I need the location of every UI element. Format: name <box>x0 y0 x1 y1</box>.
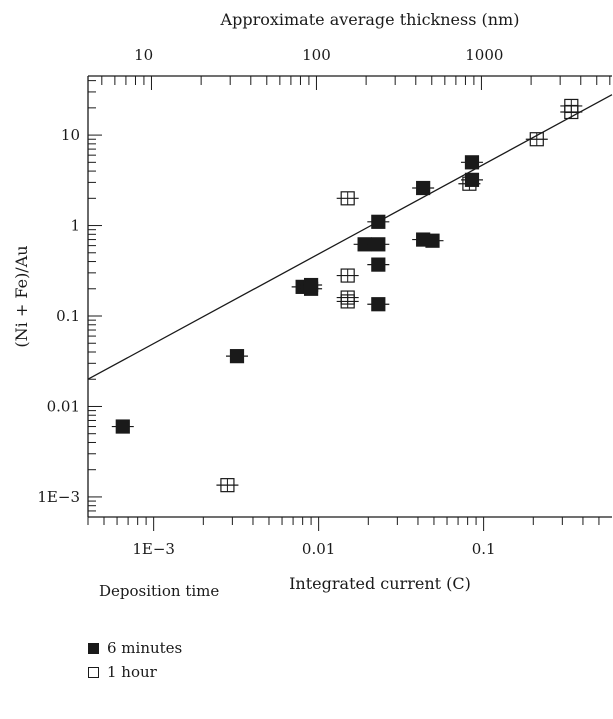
open-square-marker-icon <box>88 666 99 678</box>
data-point-1-hour <box>216 478 239 493</box>
legend: 6 minutes 1 hour <box>88 636 182 684</box>
data-point-6-minutes <box>367 257 390 272</box>
legend-label-1-hour: 1 hour <box>107 663 157 681</box>
filled-square-marker <box>464 172 480 187</box>
filled-square-marker <box>371 214 386 229</box>
data-point-6-minutes <box>460 172 483 187</box>
fit-line <box>87 94 613 380</box>
x-tick-label: 0.1 <box>472 540 496 558</box>
y-axis-title: (Ni + Fe)/Au <box>12 245 31 347</box>
filled-square-marker <box>416 180 431 196</box>
legend-item-6-minutes: 6 minutes <box>88 636 182 660</box>
filled-square-marker-icon <box>88 642 99 654</box>
filled-square-marker <box>425 233 440 248</box>
y-tick-label: 1E−3 <box>37 488 80 506</box>
data-point-6-minutes <box>225 349 248 364</box>
x-tick-label: 1E−3 <box>132 540 175 558</box>
filled-square-marker <box>371 237 386 252</box>
top-tick-label: 100 <box>302 46 331 64</box>
legend-item-1-hour: 1 hour <box>88 660 182 684</box>
y-tick-label: 0.1 <box>56 307 80 325</box>
data-point-1-hour <box>336 191 359 206</box>
legend-label-6-minutes: 6 minutes <box>107 639 183 657</box>
filled-square-marker <box>464 155 480 170</box>
y-tick-label: 0.01 <box>47 397 80 415</box>
data-point-6-minutes <box>300 281 323 296</box>
data-point-6-minutes <box>367 297 390 312</box>
data-point-1-hour <box>560 104 583 120</box>
data-point-6-minutes <box>421 233 444 248</box>
top-tick-label: 1000 <box>465 46 503 64</box>
top-tick-label: 10 <box>134 46 153 64</box>
top-axis-title: Approximate average thickness (nm) <box>220 10 520 29</box>
data-point-1-hour <box>458 176 481 191</box>
data-point-6-minutes <box>367 237 390 252</box>
filled-square-marker <box>303 281 319 296</box>
y-tick-label: 1 <box>70 217 80 235</box>
x-tick-label: 0.01 <box>302 540 335 558</box>
filled-square-marker <box>371 257 386 272</box>
data-point-1-hour <box>336 294 359 309</box>
y-tick-label: 10 <box>61 126 80 144</box>
x-axis-title: Integrated current (C) <box>289 574 471 593</box>
data-point-6-minutes <box>367 214 390 229</box>
filled-square-marker <box>371 297 386 312</box>
filled-square-marker <box>229 349 245 364</box>
data-point-6-minutes <box>460 155 483 170</box>
filled-square-marker <box>115 419 130 434</box>
data-point-1-hour <box>336 268 359 283</box>
legend-title: Deposition time <box>99 582 220 600</box>
data-point-1-hour <box>525 132 548 147</box>
data-point-6-minutes <box>111 419 134 434</box>
data-point-6-minutes <box>412 180 435 196</box>
